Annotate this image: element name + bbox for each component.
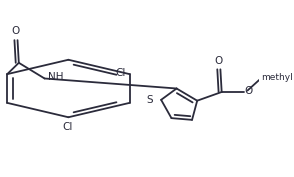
- Text: O: O: [12, 26, 20, 36]
- Text: Cl: Cl: [116, 68, 126, 78]
- Text: methyl: methyl: [261, 73, 293, 82]
- Text: NH: NH: [49, 72, 64, 82]
- Text: S: S: [147, 95, 153, 105]
- Text: O: O: [245, 86, 253, 96]
- Text: Cl: Cl: [62, 122, 72, 132]
- Text: O: O: [215, 56, 223, 66]
